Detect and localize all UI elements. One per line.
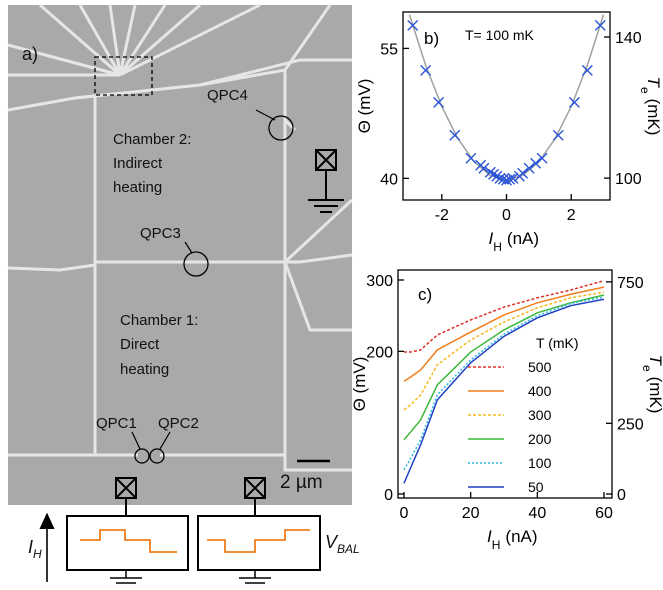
- chamber-label: heating: [113, 179, 162, 196]
- y-tick-label: 55: [380, 41, 398, 58]
- x-tick-label: 20: [462, 505, 480, 522]
- legend-label: 100: [528, 455, 552, 471]
- micrograph-panel: a) QPC4 Chamber 2: Indirect heating QPC3…: [8, 5, 360, 583]
- label-part: (nA): [505, 527, 537, 546]
- waveform: [207, 530, 310, 552]
- y2-tick-label: 140: [615, 30, 642, 47]
- label-part: H: [492, 538, 501, 552]
- annotation: c): [418, 285, 432, 304]
- chamber-label: Chamber 1:: [120, 312, 198, 329]
- y-tick-label: 300: [366, 273, 393, 290]
- x-axis-label: IH(nA): [489, 229, 540, 254]
- x-tick-label: -2: [435, 207, 449, 224]
- data-point: [524, 163, 534, 173]
- x-tick-label: 2: [567, 207, 576, 224]
- figure: a) QPC4 Chamber 2: Indirect heating QPC3…: [0, 0, 663, 585]
- label-part: e: [638, 87, 652, 94]
- annotation: b): [424, 29, 439, 48]
- x-tick-label: 0: [400, 505, 409, 522]
- y2-tick-label: 750: [617, 275, 644, 292]
- legend-label: 200: [528, 431, 552, 447]
- data-point: [479, 163, 489, 173]
- panel-label: a): [22, 44, 38, 64]
- chamber-label: Indirect: [113, 155, 163, 172]
- y2-axis-label: Te(mK): [638, 77, 663, 136]
- legend-label: 300: [528, 407, 552, 423]
- chamber-label: heating: [120, 361, 169, 378]
- label-part: (mK): [646, 377, 663, 414]
- label-part: (nA): [507, 229, 539, 248]
- legend-label: 50: [528, 479, 544, 495]
- qpc-label: QPC1: [96, 415, 137, 432]
- data-point: [489, 169, 499, 179]
- x-tick-label: 0: [502, 207, 511, 224]
- chamber-label: Chamber 2:: [113, 131, 191, 148]
- waveform: [80, 530, 177, 552]
- y2-tick-label: 250: [617, 416, 644, 433]
- y2-axis-label: Te(mK): [640, 355, 663, 414]
- data-point: [531, 158, 541, 168]
- y-tick-label: 40: [380, 171, 398, 188]
- series-line: [404, 297, 604, 470]
- current-label: IH: [28, 537, 42, 561]
- qpc-label: QPC2: [158, 415, 199, 432]
- y2-tick-label: 0: [617, 487, 626, 504]
- qpc-label: QPC4: [207, 87, 248, 104]
- data-point: [595, 20, 605, 30]
- legend-title: T (mK): [536, 335, 579, 351]
- label-part: H: [493, 240, 502, 254]
- y-axis-label: Θ (mV): [355, 79, 374, 134]
- scale-label: 2 µm: [280, 472, 323, 493]
- label-part: (mK): [644, 99, 663, 136]
- data-point: [466, 153, 476, 163]
- label-part: e: [640, 365, 654, 372]
- data-point: [408, 20, 418, 30]
- y-tick-label: 0: [384, 487, 393, 504]
- x-axis-label: IH(nA): [487, 527, 538, 552]
- legend-label: 500: [528, 359, 552, 375]
- data-point: [537, 153, 547, 163]
- y-axis-label: Θ (mV): [350, 357, 369, 412]
- x-tick-label: 60: [595, 505, 613, 522]
- chamber-label: Direct: [120, 336, 160, 353]
- annotation: T= 100 mK: [465, 27, 535, 43]
- y2-tick-label: 100: [615, 171, 642, 188]
- x-tick-label: 40: [528, 505, 546, 522]
- y-tick-label: 200: [366, 344, 393, 361]
- legend-label: 400: [528, 383, 552, 399]
- bias-label: VBAL: [325, 532, 360, 556]
- qpc-label: QPC3: [140, 225, 181, 242]
